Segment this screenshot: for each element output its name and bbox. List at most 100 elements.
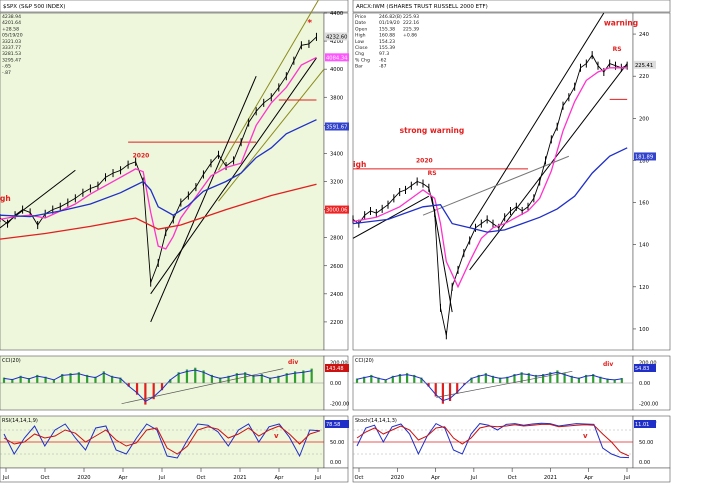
header-value-0-2: +28.58 [2,26,19,32]
y-tick-label-1-3: 160 [639,201,649,207]
y-tick-label-1-4: 180 [639,158,649,164]
header-value-0-0: 4238.94 [2,14,21,20]
xaxis-bg-1 [352,467,671,483]
value-label-0-1: 4084.34 [326,55,348,61]
x-tick-label-1-4: Oct [508,475,517,481]
header-value-0-7: 3295.47 [2,57,21,63]
axis-strip-0-0 [323,12,349,351]
annotation-0-2: gh [0,194,11,203]
header-value-1-0: Price [355,14,366,20]
trendline-0-4 [218,0,320,171]
annotation-1-3: 2020 [416,158,433,165]
y-tick-label-1-1: 120 [639,285,649,291]
axis-strip-1-0 [632,12,671,351]
panel-name-1-1: Stoch(14,14,1,3) [355,418,397,424]
x-tick-label-1-1: 2020 [391,475,404,481]
panel-tick-0-0-2: -200.00 [330,402,349,408]
x-tick-label-1-3: Jul [470,475,477,481]
trendline-1-0 [352,195,430,239]
cci-line-1 [356,371,622,402]
header-value-1-14: 155.39 [379,45,395,51]
osc-fast-1 [356,422,630,459]
panel-value-0-1: 78.58 [326,422,340,428]
series-ma50-1 [352,147,628,233]
y-tick-label-0-5: 3200 [330,180,343,186]
panel-name-1-0: CCI(20) [355,358,374,364]
panel-value-0-0: 143.48 [326,366,344,372]
panel-bg-1-0 [352,12,634,351]
panel-tick-1-0-2: -200.00 [639,402,658,408]
xaxis-bg-0 [0,467,349,483]
y-tick-label-1-2: 140 [639,243,649,249]
y-tick-label-0-6: 3400 [330,151,343,157]
header-value-1-13: 154.23 [379,39,395,45]
value-label-1-1: 181.89 [635,154,653,160]
x-tick-label-1-5: 2021 [544,475,557,481]
cci-line-0 [3,369,312,403]
panel-value-bg-0-0 [325,364,349,372]
annotation-1-1: RS [613,46,622,53]
panel-value-1-0: 54.83 [635,366,649,372]
value-label-0-0: 4232.60 [326,35,347,41]
panel-annotation-0-1: v [274,432,279,440]
x-tick-label-0-0: Jul [2,475,9,481]
x-tick-label-1-6: Apr [584,475,594,481]
header-value-1-20: 225.39 [403,26,419,32]
annotation-1-4: RS [428,170,437,177]
header-value-1-18: 225.93 [403,14,419,20]
x-tick-label-0-1: Oct [41,475,50,481]
trendline-1-5 [422,155,570,216]
annotation-0-1: * [307,19,312,29]
header-value-0-5: 3337.77 [2,45,21,51]
x-tick-label-1-7: Jul [623,475,630,481]
header-value-1-7: % Chg [355,57,370,63]
annotation-0-0: 2020 [133,153,150,160]
value-label-bg-0-3 [325,205,349,214]
panel-name-0-1: RSI(14,14,1,9) [2,418,38,424]
y-tick-label-0-10: 4200 [330,39,343,45]
series-ma50-0 [0,119,317,218]
panel-bg-0-0 [0,12,325,351]
y-tick-label-0-3: 2800 [330,236,343,242]
header-value-0-4: 3321.03 [2,39,21,45]
header-value-1-4: Low [355,39,364,45]
trendline-0-2 [150,75,257,323]
trendline-0-3 [150,57,317,295]
y-tick-label-1-5: 200 [639,116,649,122]
panel-name-0-0: CCI(20) [2,358,21,364]
y-tick-label-0-1: 2400 [330,292,343,298]
value-label-0-2: 3591.67 [326,125,347,131]
y-tick-label-0-11: 4400 [330,11,343,17]
cci-trend-1 [436,370,573,398]
trendline-1-3 [469,12,605,229]
header-value-1-5: Close [355,45,368,51]
header-value-0-1: 4201.64 [2,20,21,26]
title-bar-1 [352,0,671,13]
panel-annotation-div-1: div [603,361,613,368]
panel-tick-0-1-2: 0.00 [330,460,341,466]
y-tick-label-0-0: 2200 [330,320,343,326]
value-label-0-3: 3000.06 [326,208,347,214]
y-tick-label-0-9: 4000 [330,67,343,73]
panel-tick-0-1-1: 50.00 [330,440,344,446]
panel-tick-0-0-0: 200.00 [330,360,348,366]
panel-value-bg-1-1 [634,420,656,428]
x-tick-label-0-6: 2021 [233,475,246,481]
x-tick-label-0-3: Apr [119,475,129,481]
header-value-1-19: 222.16 [403,20,419,26]
y-tick-label-1-0: 100 [639,327,649,333]
series-ma200-0 [0,183,317,240]
x-tick-label-0-5: Oct [197,475,206,481]
header-value-1-17: -87 [379,64,387,70]
cci-trend-0 [121,368,284,405]
header-value-1-1: Date [355,20,366,26]
panel-tick-1-0-0: 200.00 [639,360,657,366]
x-tick-label-0-8: Jul [314,475,321,481]
x-tick-label-0-7: Apr [275,475,285,481]
x-tick-label-1-2: Apr [431,475,441,481]
annotation-1-5: igh [353,160,366,169]
header-value-1-8: Bar [355,64,363,70]
panel-value-1-1: 11.01 [635,422,649,428]
